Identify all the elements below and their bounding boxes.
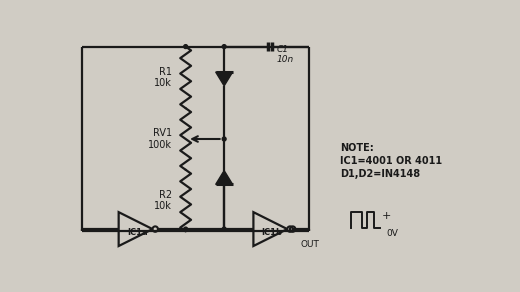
Circle shape: [184, 227, 188, 231]
Text: OUT: OUT: [301, 240, 319, 249]
Text: RV1
100k: RV1 100k: [148, 128, 172, 150]
Polygon shape: [216, 171, 232, 185]
Text: +: +: [382, 211, 392, 220]
Text: IC1a: IC1a: [127, 228, 148, 237]
Circle shape: [184, 45, 188, 48]
Text: C1
10n: C1 10n: [277, 45, 294, 65]
Text: 0V: 0V: [387, 229, 398, 238]
Polygon shape: [216, 72, 232, 86]
Text: R2
10k: R2 10k: [154, 190, 172, 211]
Text: NOTE:
IC1=4001 OR 4011
D1,D2=IN4148: NOTE: IC1=4001 OR 4011 D1,D2=IN4148: [340, 143, 442, 179]
Text: R1
10k: R1 10k: [154, 67, 172, 88]
Circle shape: [222, 45, 226, 48]
Circle shape: [222, 227, 226, 231]
Text: IC1b: IC1b: [262, 228, 282, 237]
Circle shape: [222, 137, 226, 141]
